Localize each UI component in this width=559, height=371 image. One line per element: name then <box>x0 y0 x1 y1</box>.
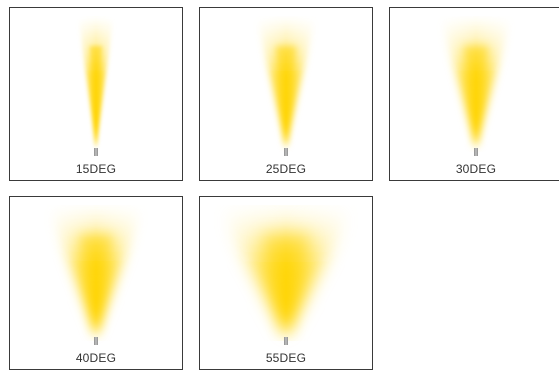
light-fixture-highlight <box>475 148 477 156</box>
beam-panel-30: 30DEG <box>389 7 559 181</box>
beam-panel-55: 55DEG <box>199 196 373 370</box>
beam-diagram-25 <box>256 16 316 156</box>
beam-core <box>79 235 113 337</box>
light-fixture-highlight <box>95 337 97 345</box>
beam-diagram-30 <box>440 16 512 156</box>
beam-label: 25DEG <box>265 162 307 176</box>
beam-core <box>261 235 311 337</box>
light-fixture-highlight <box>285 337 287 345</box>
beam-core <box>463 46 489 148</box>
beam-core <box>89 46 103 148</box>
beam-diagram-55 <box>217 205 355 345</box>
beam-panel-15: 15DEG <box>9 7 183 181</box>
light-fixture-highlight <box>95 148 97 156</box>
beam-label: 40DEG <box>75 351 117 365</box>
beam-panel-40: 40DEG <box>9 196 183 370</box>
beam-label: 30DEG <box>455 162 497 176</box>
beam-label: 15DEG <box>75 162 117 176</box>
light-fixture-highlight <box>285 148 287 156</box>
beam-diagram-40 <box>47 205 145 345</box>
beam-core <box>275 46 297 148</box>
beam-diagram-15 <box>78 16 114 156</box>
beam-panel-25: 25DEG <box>199 7 373 181</box>
beam-label: 55DEG <box>265 351 307 365</box>
